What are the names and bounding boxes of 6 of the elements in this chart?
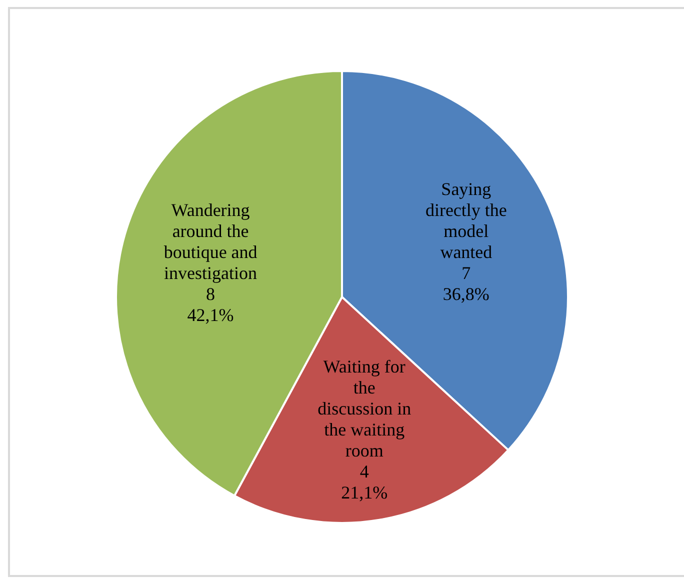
slice-label: Wandering around the boutique and investigation [164,200,258,283]
data-label: 4 21,1% [341,461,388,502]
data-label: 8 42,1% [187,284,234,325]
slice-label: Saying directly the model wanted [425,178,507,262]
slice-label: Waiting for the discussion in the waiting room [318,356,412,460]
data-label: 7 36,8% [442,262,490,304]
